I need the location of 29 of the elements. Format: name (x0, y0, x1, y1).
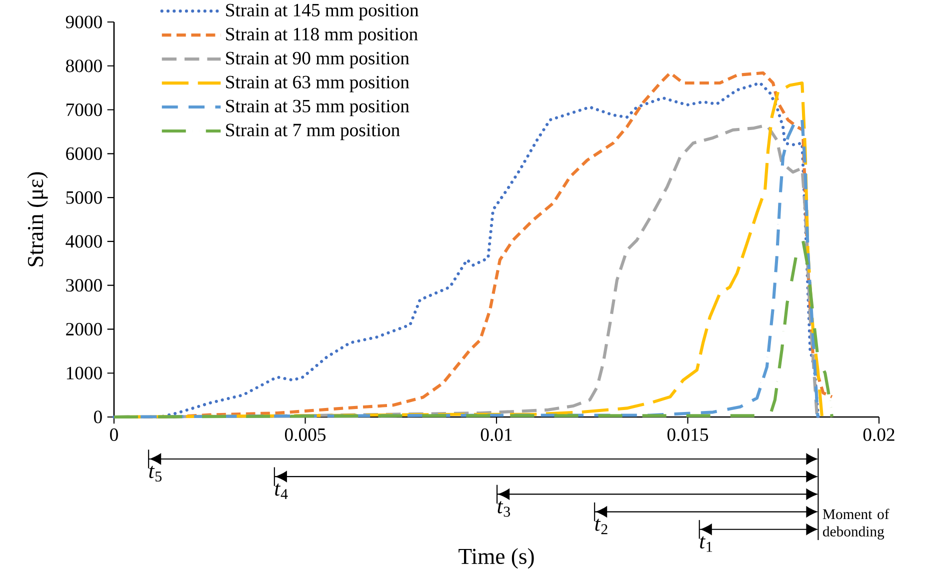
x-tick-label: 0 (110, 428, 118, 441)
y-tick-label: 9000 (66, 16, 102, 28)
y-tick-label: 6000 (66, 147, 102, 160)
legend-label: Strain at 63 mm position (226, 76, 410, 92)
x-tick-label: 0.01 (480, 428, 512, 442)
legend-label: Strain at 145 mm position (226, 4, 419, 20)
y-axis-title: Strain (με) (27, 172, 48, 266)
ref-line-label: t$_{5}$ (149, 466, 162, 482)
y-tick-label: 3000 (66, 279, 102, 292)
x-tick-label: 0.005 (284, 428, 326, 442)
x-axis-title: Time (s) (458, 548, 534, 569)
y-tick-label: 2000 (66, 322, 102, 336)
y-tick-label: 4000 (66, 235, 102, 248)
legend-label: Strain at 90 mm position (226, 52, 410, 68)
x-tick-label: 0.02 (863, 428, 894, 442)
legend-label: Strain at 118 mm position (226, 28, 418, 44)
y-tick-label: 8000 (66, 60, 102, 72)
y-tick-label: 0 (94, 410, 102, 424)
y-tick-label: 7000 (66, 103, 102, 116)
y-tick-label: 5000 (66, 191, 102, 204)
legend-label: Strain at 35 mm position (226, 100, 410, 116)
ref-line-label: t$_{3}$ (498, 501, 510, 517)
y-tick-label: 1000 (66, 366, 102, 380)
ref-line-label: t$_{2}$ (595, 518, 608, 534)
legend-label: Strain at 7 mm position (226, 124, 400, 140)
ref-line-label: Moment of debonding (822, 508, 890, 540)
x-tick-label: 0.015 (667, 428, 708, 442)
ref-line-label: t$_{1}$ (700, 536, 712, 552)
ref-line-label: t$_{4}$ (275, 484, 288, 499)
